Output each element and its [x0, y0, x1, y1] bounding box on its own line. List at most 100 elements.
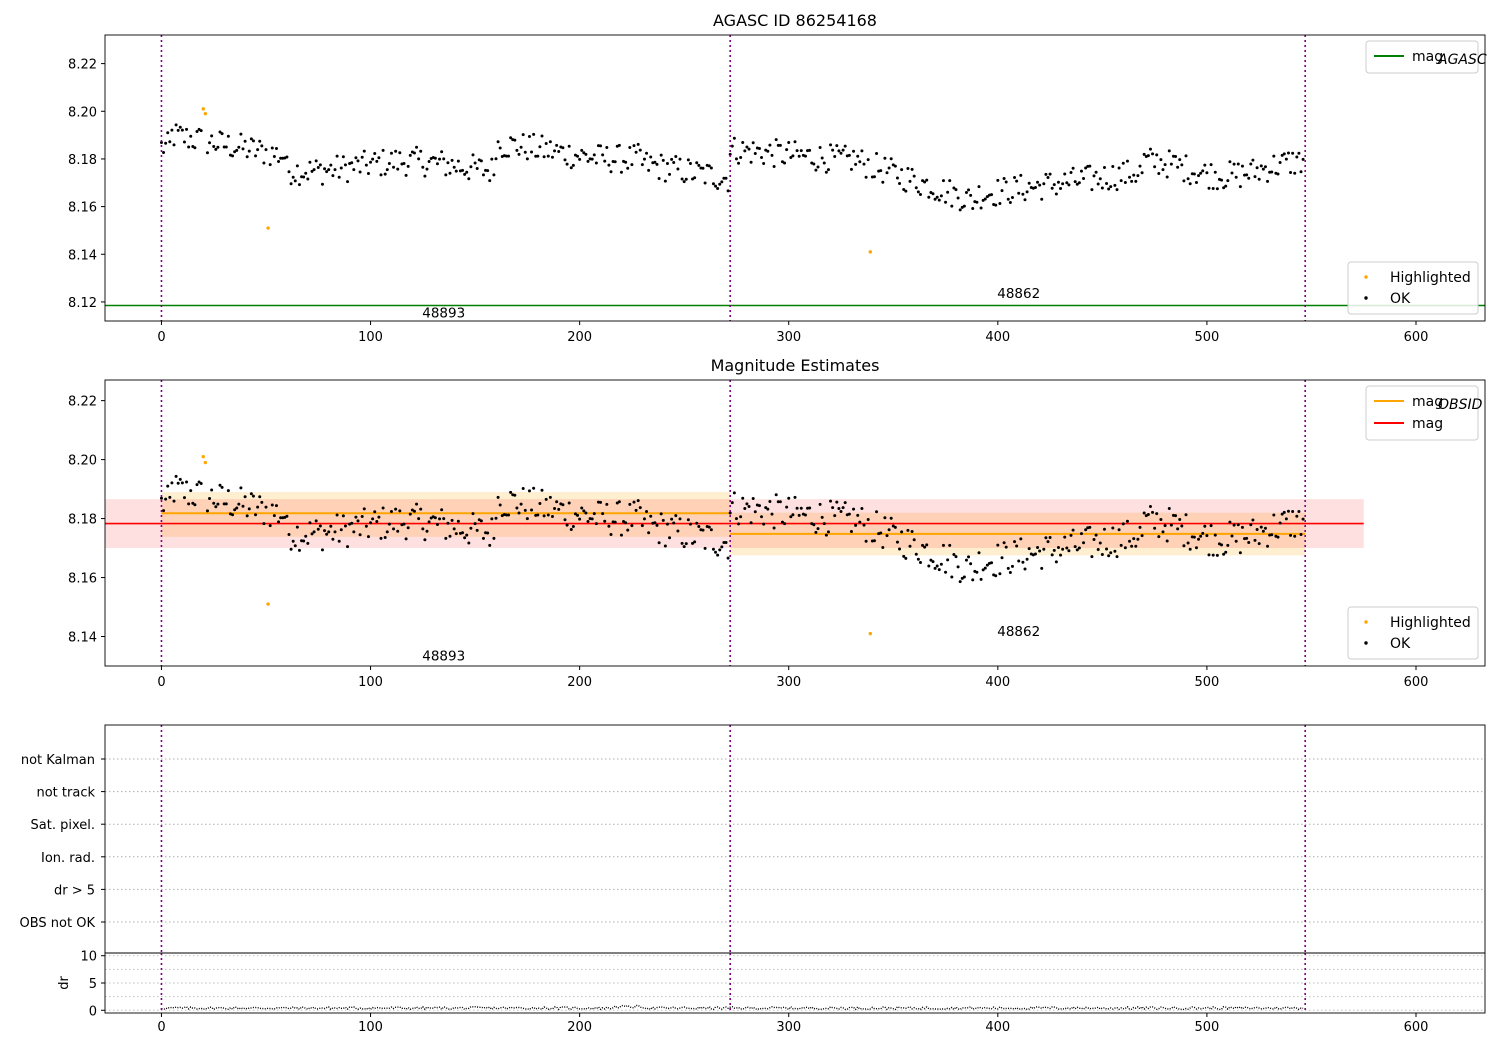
ok-point	[676, 529, 680, 533]
ok-point	[442, 157, 446, 161]
ok-point	[962, 575, 966, 579]
ok-point	[1263, 526, 1267, 530]
x-tick-label: 400	[985, 675, 1010, 690]
ok-point	[764, 506, 768, 510]
ok-point	[1048, 172, 1052, 176]
ok-point	[1280, 512, 1284, 516]
ok-point	[626, 528, 630, 532]
legend-marker	[1364, 641, 1368, 645]
ok-point	[613, 520, 617, 524]
ok-point	[1220, 543, 1224, 547]
ok-point	[950, 575, 954, 579]
ok-point	[440, 508, 444, 512]
ok-point	[176, 481, 180, 485]
ok-point	[343, 163, 347, 167]
ok-point	[787, 140, 791, 144]
ok-point	[1128, 539, 1132, 543]
ok-point	[389, 151, 393, 155]
ok-point	[1077, 181, 1081, 185]
ok-point	[981, 568, 985, 572]
ok-point	[1245, 173, 1249, 177]
ok-point	[860, 507, 864, 511]
ok-point	[1234, 539, 1238, 543]
ok-point	[346, 180, 350, 184]
ok-point	[404, 537, 408, 541]
ok-point	[638, 506, 642, 510]
x-tick-label: 200	[567, 675, 592, 690]
ok-point	[645, 510, 649, 514]
ok-point	[425, 167, 429, 171]
ok-point	[709, 528, 713, 532]
x-tick-label: 400	[985, 1020, 1010, 1035]
ok-point	[199, 129, 203, 133]
ok-point	[889, 516, 893, 520]
ok-point	[1036, 545, 1040, 549]
ok-point	[971, 207, 975, 211]
ok-point	[542, 514, 546, 518]
ok-point	[448, 171, 452, 175]
ok-point	[929, 558, 933, 562]
ok-point	[854, 162, 858, 166]
ok-point	[770, 512, 774, 516]
ok-point	[852, 507, 856, 511]
ok-point	[676, 167, 680, 171]
ok-point	[517, 152, 521, 156]
ok-point	[1017, 191, 1021, 195]
ok-point	[661, 158, 665, 162]
ok-point	[182, 140, 186, 144]
ok-point	[983, 566, 987, 570]
ok-point	[1297, 151, 1301, 155]
ok-point	[1276, 172, 1280, 176]
ok-point	[530, 150, 534, 154]
ok-point	[684, 542, 688, 546]
ok-point	[927, 195, 931, 199]
ok-point	[377, 156, 381, 160]
ok-point	[523, 508, 527, 512]
ok-point	[222, 502, 226, 506]
ok-point	[463, 172, 467, 176]
x-tick-label: 200	[567, 1020, 592, 1035]
ok-point	[174, 123, 178, 127]
ok-point	[860, 149, 864, 153]
ok-point	[1230, 171, 1234, 175]
ok-point	[166, 131, 170, 135]
x-tick-label: 0	[157, 1020, 165, 1035]
ok-point	[314, 519, 318, 523]
ok-point	[833, 155, 837, 159]
obsid-label: 48862	[997, 286, 1040, 302]
ok-point	[1015, 179, 1019, 183]
ok-point	[711, 547, 715, 551]
ok-point	[1019, 173, 1023, 177]
ok-point	[1010, 196, 1014, 200]
ok-point	[264, 505, 268, 509]
ok-point	[1148, 504, 1152, 508]
ok-point	[571, 163, 575, 167]
highlighted-point	[266, 602, 270, 606]
ok-point	[329, 163, 333, 167]
ok-point	[816, 165, 820, 169]
ok-point	[1023, 567, 1027, 571]
ok-point	[1092, 538, 1096, 542]
ok-point	[479, 519, 483, 523]
ok-point	[655, 162, 659, 166]
ok-point	[624, 521, 628, 525]
ok-point	[1040, 197, 1044, 201]
ok-point	[189, 489, 193, 493]
ok-point	[847, 512, 851, 516]
ok-point	[741, 140, 745, 144]
ok-point	[908, 544, 912, 548]
ok-point	[1266, 544, 1270, 548]
ok-point	[212, 501, 216, 505]
ok-point	[1117, 528, 1121, 532]
ok-point	[927, 564, 931, 568]
ok-point	[866, 158, 870, 162]
ok-point	[881, 180, 885, 184]
ok-point	[1289, 171, 1293, 175]
ok-point	[1059, 186, 1063, 190]
ok-point	[956, 196, 960, 200]
ok-point	[306, 541, 310, 545]
ok-point	[1111, 526, 1115, 530]
ok-point	[287, 170, 291, 174]
